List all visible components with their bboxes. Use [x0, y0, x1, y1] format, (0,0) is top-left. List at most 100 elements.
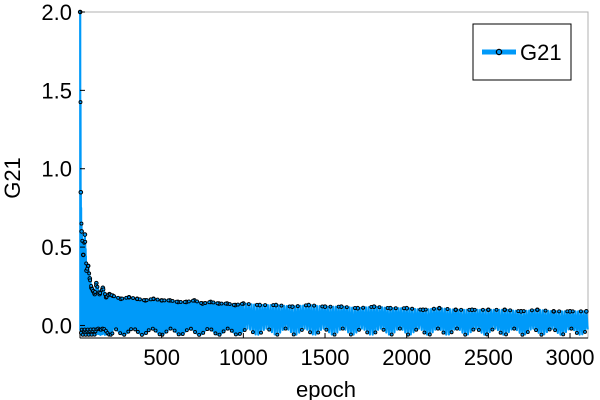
data-point	[229, 328, 234, 333]
data-point	[520, 332, 525, 337]
data-point	[373, 330, 378, 335]
data-point	[87, 271, 92, 276]
data-point	[174, 299, 179, 304]
data-point	[135, 329, 140, 334]
data-point	[78, 100, 83, 105]
data-point	[221, 329, 226, 334]
data-point	[242, 328, 247, 332]
data-point	[103, 292, 107, 297]
data-point	[209, 327, 214, 332]
data-point	[219, 301, 224, 306]
data-point	[155, 297, 160, 302]
data-point	[377, 305, 382, 310]
data-point	[427, 332, 432, 337]
data-point	[271, 303, 276, 308]
data-point	[201, 330, 206, 335]
data-point	[195, 299, 200, 304]
data-point	[472, 307, 477, 312]
data-point	[467, 307, 472, 312]
data-point	[455, 326, 460, 331]
data-point	[84, 261, 89, 266]
data-point	[275, 332, 280, 337]
data-point	[180, 332, 185, 336]
data-point	[348, 332, 353, 337]
x-tick-label: 1000	[219, 345, 268, 370]
data-point	[166, 298, 171, 303]
data-point	[129, 327, 133, 332]
data-point	[299, 327, 304, 332]
data-point	[92, 332, 97, 337]
x-axis-label: epoch	[296, 377, 356, 400]
data-point	[112, 294, 116, 299]
data-point	[389, 332, 394, 337]
data-point	[486, 307, 491, 312]
data-point	[182, 300, 187, 304]
data-point	[263, 303, 268, 308]
data-point	[186, 299, 191, 304]
data-point	[410, 306, 415, 311]
data-point	[86, 263, 91, 268]
data-point	[418, 307, 423, 312]
y-tick-label: 0.5	[41, 235, 72, 260]
data-point	[365, 330, 370, 335]
data-point	[197, 332, 202, 337]
plot-area	[77, 9, 589, 337]
data-point	[151, 296, 156, 301]
data-point	[144, 298, 149, 303]
data-point	[525, 330, 530, 335]
x-tick-label: 2000	[382, 345, 431, 370]
data-point	[324, 327, 329, 332]
data-point	[246, 302, 251, 306]
data-point	[172, 328, 177, 333]
data-point	[127, 295, 131, 300]
data-point	[381, 327, 386, 332]
data-point	[357, 327, 361, 332]
data-point	[144, 330, 148, 335]
data-point	[308, 330, 312, 335]
data-point	[361, 305, 366, 310]
data-point	[449, 330, 454, 335]
data-point	[188, 326, 193, 331]
data-point	[385, 306, 390, 310]
data-point	[162, 298, 167, 303]
data-point	[139, 332, 144, 337]
data-point	[543, 308, 548, 313]
data-point	[279, 303, 284, 308]
data-point	[110, 331, 115, 336]
data-point	[569, 326, 574, 331]
data-point	[340, 326, 345, 331]
data-point	[164, 329, 169, 334]
data-point	[120, 296, 125, 301]
data-point	[133, 327, 138, 332]
y-axis-label: G21	[0, 157, 25, 199]
data-point	[153, 328, 158, 333]
x-tick-label: 3000	[546, 345, 595, 370]
x-tick-label: 2500	[464, 345, 513, 370]
data-point	[178, 300, 183, 304]
x-tick-label: 500	[143, 345, 180, 370]
data-point	[207, 300, 212, 305]
data-point	[240, 301, 244, 306]
data-point	[516, 309, 521, 314]
data-point	[539, 332, 544, 337]
data-point	[535, 307, 540, 312]
data-point	[170, 298, 175, 303]
data-point	[547, 327, 552, 332]
data-point	[490, 327, 495, 332]
data-point	[168, 326, 173, 331]
data-point	[223, 301, 228, 306]
y-tick-label: 2.0	[41, 0, 72, 25]
data-point	[570, 309, 575, 314]
data-point	[508, 308, 513, 313]
data-point	[512, 326, 517, 331]
data-point	[397, 326, 402, 331]
data-point	[437, 306, 442, 311]
data-point	[414, 327, 419, 332]
data-point	[267, 327, 272, 332]
data-point	[441, 330, 446, 335]
data-point	[93, 289, 97, 294]
data-point	[88, 278, 93, 283]
data-point	[459, 307, 464, 312]
data-point	[422, 330, 427, 335]
data-point	[320, 304, 325, 309]
